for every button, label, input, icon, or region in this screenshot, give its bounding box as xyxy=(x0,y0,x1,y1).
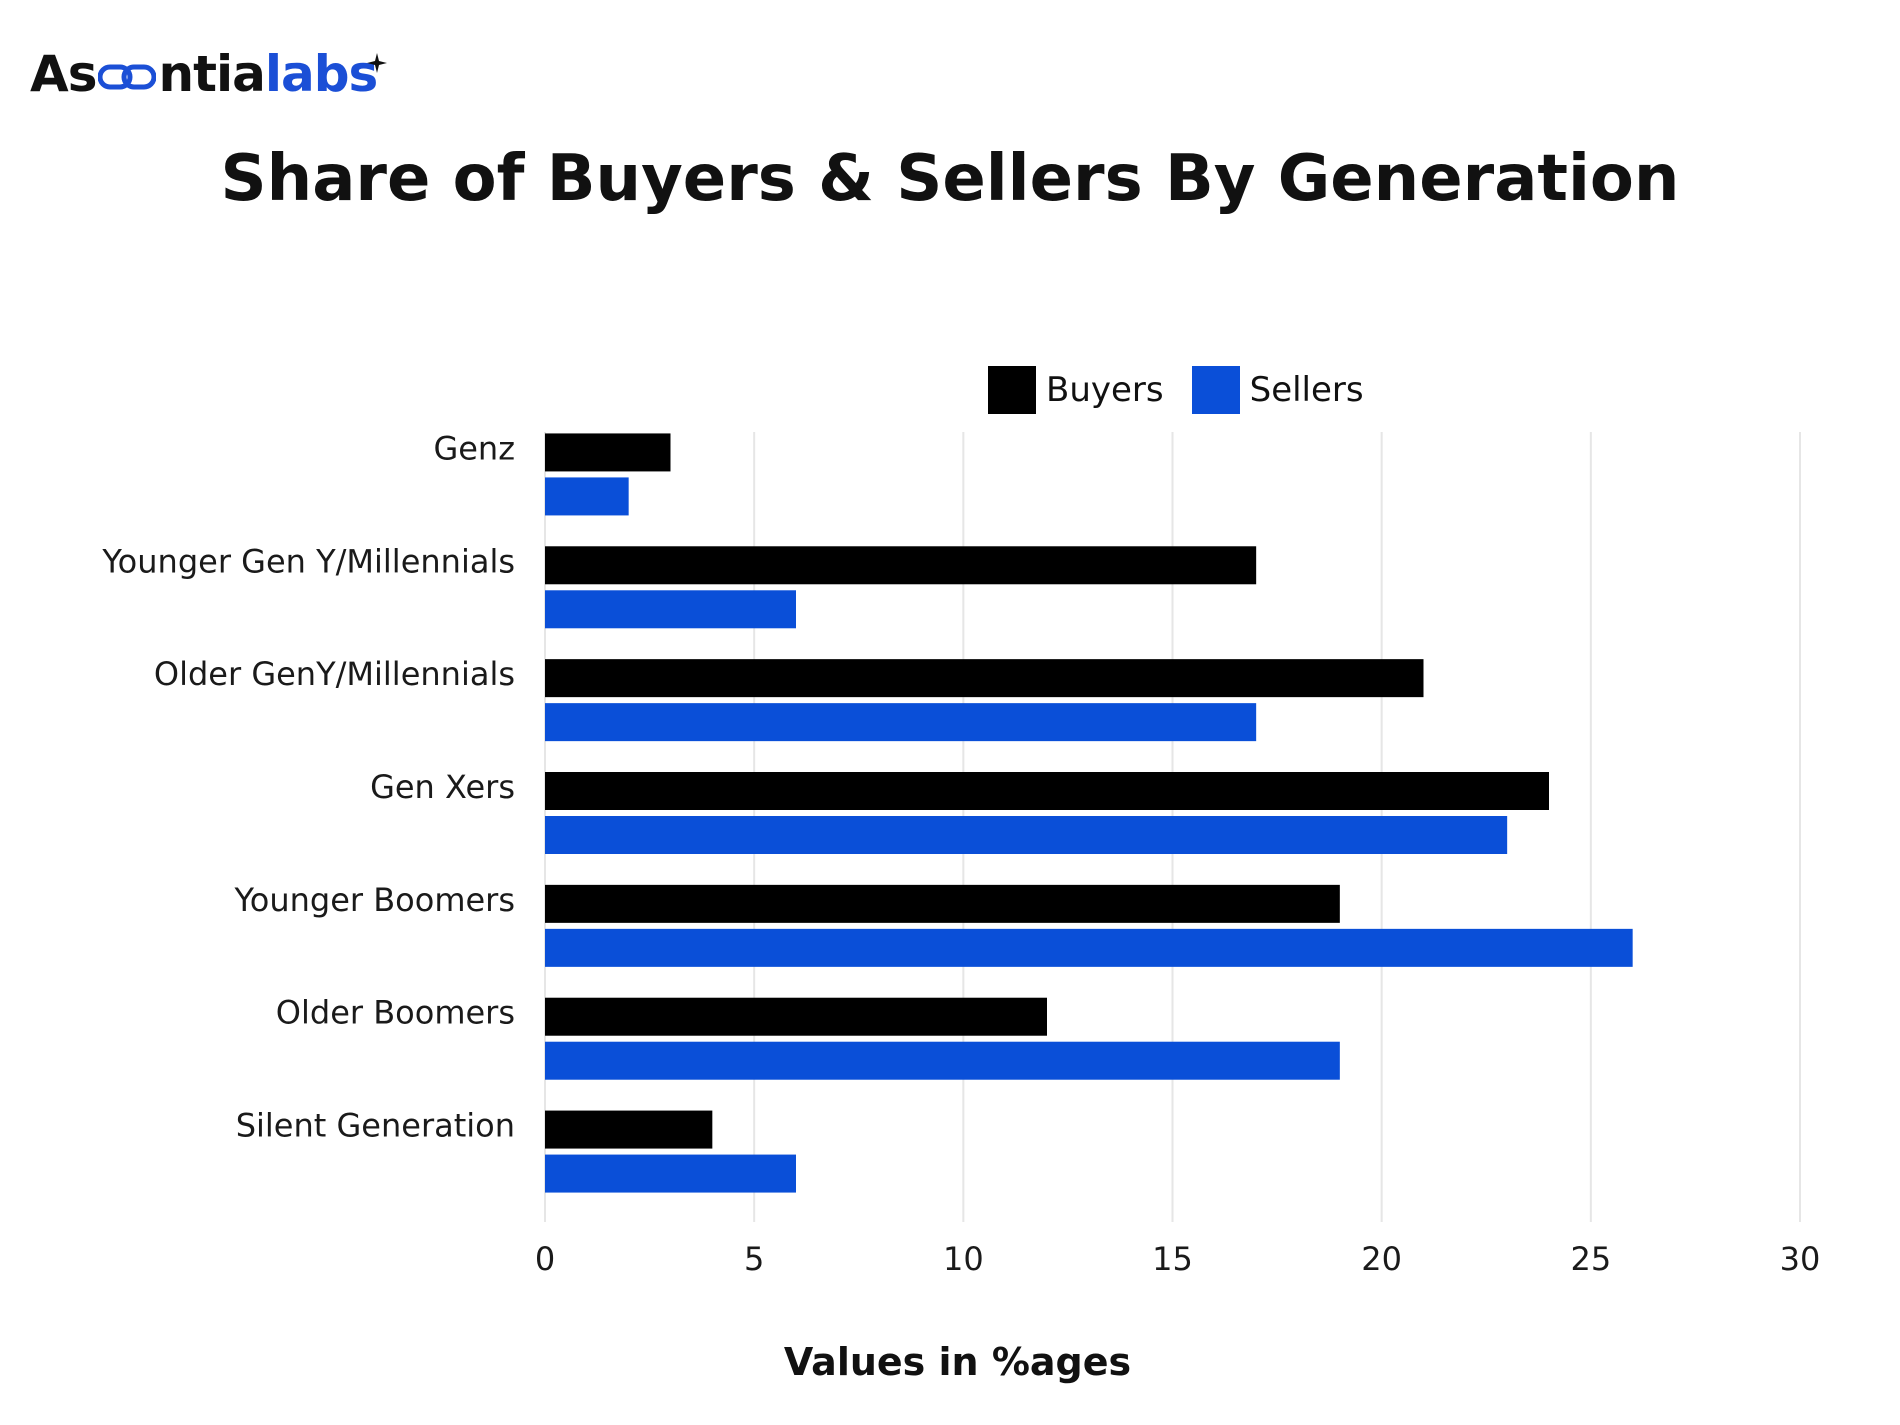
logo-text-middle: ntia xyxy=(158,45,265,103)
x-tick-label: 20 xyxy=(1361,1240,1402,1278)
bar-sellers xyxy=(545,477,629,516)
chain-link-icon xyxy=(98,64,157,90)
bars xyxy=(545,433,1633,1193)
bar-buyers xyxy=(545,659,1424,698)
category-labels: Genz Younger Gen Y/Millennials Older GenY/… xyxy=(101,429,515,1144)
bar-sellers xyxy=(545,703,1257,742)
legend-swatch-buyers xyxy=(988,366,1036,414)
category-label: Younger Gen Y/Millennials xyxy=(101,542,515,580)
logo-text-end: labs xyxy=(264,45,378,103)
bar-sellers xyxy=(545,590,796,629)
logo-text-start: As xyxy=(30,45,97,103)
x-tick-label: 10 xyxy=(943,1240,984,1278)
x-tick-label: 0 xyxy=(535,1240,555,1278)
bar-sellers xyxy=(545,1154,796,1193)
chart-legend: Buyers Sellers xyxy=(988,366,1392,414)
bar-buyers xyxy=(545,884,1340,923)
x-tick-label: 30 xyxy=(1780,1240,1821,1278)
x-tick-label: 5 xyxy=(744,1240,764,1278)
legend-item-buyers: Buyers xyxy=(988,366,1164,414)
bar-buyers xyxy=(545,1110,713,1149)
legend-label-buyers: Buyers xyxy=(1046,370,1164,410)
sparkle-icon xyxy=(367,53,388,73)
category-label: Younger Boomers xyxy=(233,881,515,919)
category-label: Older Boomers xyxy=(276,994,515,1032)
legend-item-sellers: Sellers xyxy=(1191,366,1364,414)
bar-buyers xyxy=(545,546,1257,585)
category-label: Silent Generation xyxy=(236,1107,515,1145)
bar-buyers xyxy=(545,997,1047,1036)
category-label: Older GenY/Millennials xyxy=(154,655,515,693)
x-tick-label: 15 xyxy=(1152,1240,1193,1278)
legend-swatch-sellers xyxy=(1191,366,1240,414)
bar-buyers xyxy=(545,433,671,472)
bar-sellers xyxy=(545,928,1633,967)
bar-sellers xyxy=(545,1041,1340,1080)
legend-label-sellers: Sellers xyxy=(1249,370,1364,410)
chart-title: Share of Buyers & Sellers By Generation xyxy=(220,142,1680,216)
x-tick-labels: 0 5 10 15 20 25 30 xyxy=(535,1240,1821,1278)
category-label: Gen Xers xyxy=(370,768,515,806)
bar-buyers xyxy=(545,772,1549,810)
brand-logo: As ntia labs xyxy=(30,44,388,104)
category-label: Genz xyxy=(433,429,515,467)
bar-sellers xyxy=(545,816,1508,854)
x-axis-title: Values in %ages xyxy=(783,1340,1132,1384)
x-tick-label: 25 xyxy=(1570,1240,1611,1278)
